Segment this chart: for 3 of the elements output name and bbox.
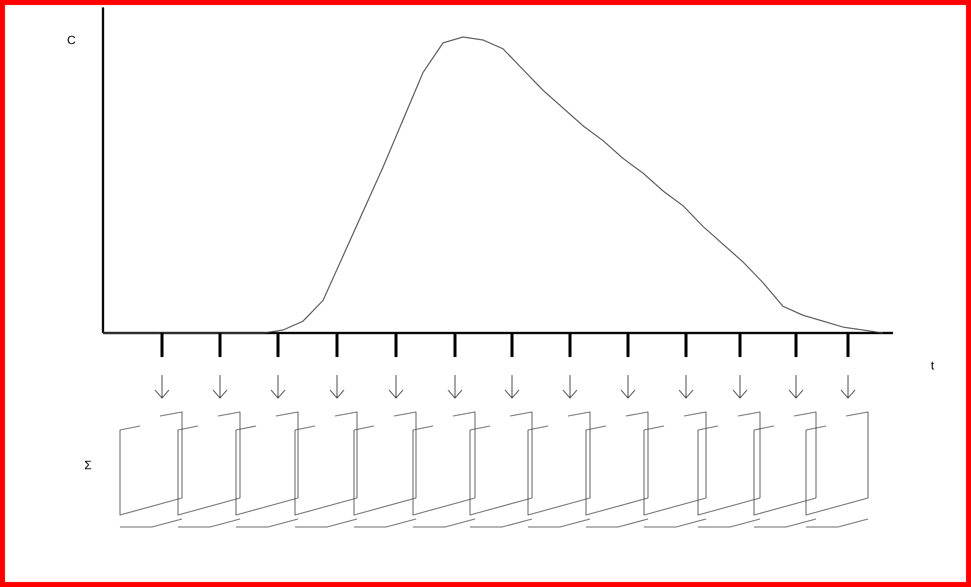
y-axis-title: C [68, 36, 76, 44]
x-axis-title: t [931, 362, 934, 370]
text: Σ [84, 460, 92, 470]
